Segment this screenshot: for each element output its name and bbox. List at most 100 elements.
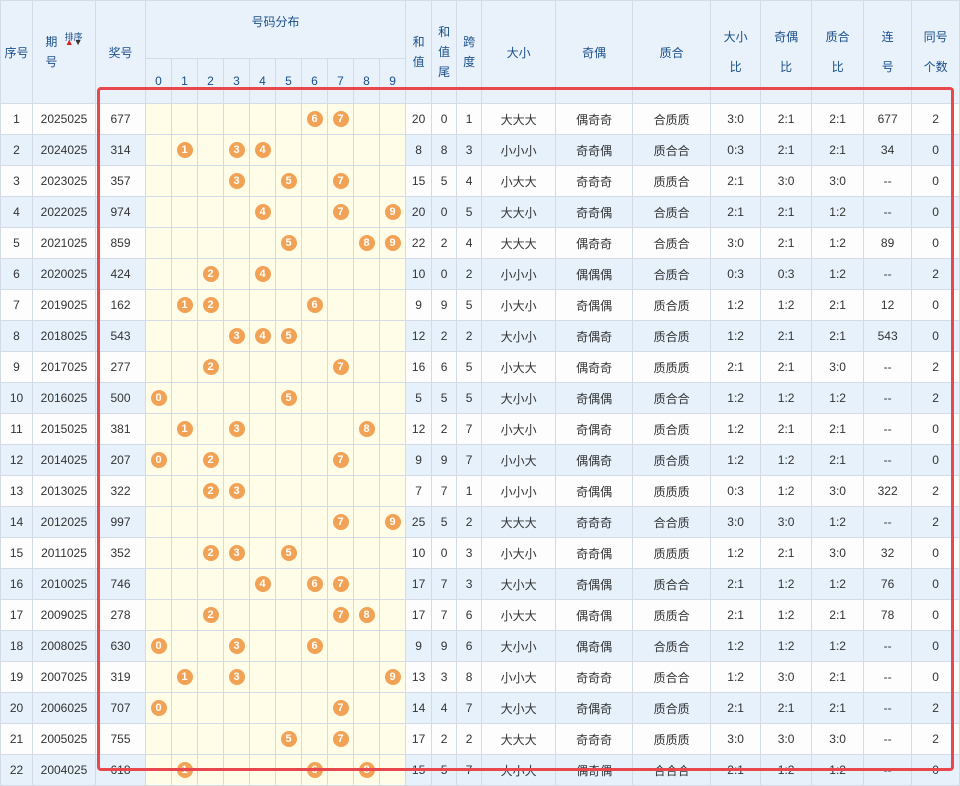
cell-size-ratio: 2:1: [710, 351, 762, 383]
col-issue-label: 期号: [45, 35, 58, 69]
cell-issue: 2019025: [32, 289, 96, 321]
col-sum-label: 和值: [412, 35, 425, 69]
cell-issue: 2025025: [32, 103, 96, 135]
dist-cell-4: [249, 103, 276, 135]
dist-cell-7: [327, 258, 354, 290]
dist-cell-9: [378, 289, 407, 321]
cell-sum-tail: 2: [431, 413, 458, 445]
col-size: 大小: [481, 0, 557, 104]
cell-consec: 543: [863, 320, 913, 352]
cell-oe-ratio: 1:2: [760, 599, 813, 631]
cell-prize: 162: [95, 289, 146, 321]
dist-cell-0: [145, 196, 172, 228]
col-issue[interactable]: 期号 排序 ▲▼: [32, 0, 96, 104]
cell-issue: 2015025: [32, 413, 96, 445]
dist-cell-1: [171, 723, 198, 755]
cell-size-ratio: 2:1: [710, 599, 762, 631]
sort-arrows-icon[interactable]: ▲▼: [64, 37, 83, 47]
cell-span: 7: [456, 413, 483, 445]
number-ball: 3: [228, 545, 245, 561]
dist-cell-0: 0: [145, 630, 172, 662]
dist-cell-9: [378, 382, 407, 414]
cell-pc-ratio: 1:2: [811, 382, 865, 414]
dist-cell-7: 7: [327, 506, 354, 538]
number-ball: 3: [228, 173, 245, 189]
cell-oddeven: 奇偶奇: [555, 692, 634, 724]
cell-sum: 12: [405, 413, 433, 445]
dist-cell-9: [378, 599, 407, 631]
cell-prize: 997: [95, 506, 146, 538]
cell-same-count: 2: [911, 475, 960, 507]
dist-cell-6: [301, 506, 328, 538]
dist-cell-3: [223, 754, 250, 786]
cell-sum: 16: [405, 351, 433, 383]
dist-cell-5: [275, 506, 302, 538]
cell-seq: 22: [0, 754, 33, 786]
cell-sum-tail: 7: [431, 599, 458, 631]
dist-cell-3: [223, 444, 250, 476]
cell-size: 小大小: [481, 537, 557, 569]
dist-cell-2: [197, 568, 224, 600]
dist-cell-6: [301, 258, 328, 290]
cell-same-count: 0: [911, 599, 960, 631]
dist-cell-3: 3: [223, 661, 250, 693]
cell-sum: 8: [405, 134, 433, 166]
dist-cell-3: [223, 258, 250, 290]
number-ball: 5: [280, 173, 297, 189]
cell-oe-ratio: 2:1: [760, 227, 813, 259]
cell-oe-ratio: 2:1: [760, 692, 813, 724]
cell-oddeven: 奇偶偶: [555, 475, 634, 507]
dist-cell-1: [171, 351, 198, 383]
number-ball: 2: [202, 483, 219, 499]
dist-cell-1: [171, 320, 198, 352]
dist-cell-8: 8: [353, 599, 380, 631]
cell-oe-ratio: 0:3: [760, 258, 813, 290]
dist-cell-0: [145, 227, 172, 259]
cell-prize: 319: [95, 661, 146, 693]
cell-sum-tail: 5: [431, 506, 458, 538]
digit-header-3: 3: [223, 58, 250, 104]
cell-sum-tail: 2: [431, 320, 458, 352]
cell-oddeven: 奇偶奇: [555, 413, 634, 445]
cell-sum: 5: [405, 382, 433, 414]
dist-cell-2: [197, 723, 224, 755]
cell-issue: 2005025: [32, 723, 96, 755]
dist-cell-8: [353, 506, 380, 538]
col-pc-ratio: 质合比: [811, 0, 865, 104]
cell-pc-ratio: 2:1: [811, 134, 865, 166]
dist-cell-7: [327, 134, 354, 166]
cell-oe-ratio: 3:0: [760, 661, 813, 693]
col-size-ratio: 大小比: [710, 0, 762, 104]
cell-prize: 357: [95, 165, 146, 197]
cell-same-count: 0: [911, 289, 960, 321]
dist-cell-8: [353, 568, 380, 600]
col-pc-ratio-label: 质合比: [825, 30, 850, 74]
number-ball: 7: [332, 173, 349, 189]
dist-cell-2: 2: [197, 475, 224, 507]
number-ball: 8: [358, 421, 375, 437]
cell-size: 大大小: [481, 196, 557, 228]
dist-cell-4: [249, 351, 276, 383]
dist-cell-8: 8: [353, 227, 380, 259]
col-same-count-label: 同号个数: [923, 30, 948, 74]
cell-sum-tail: 7: [431, 475, 458, 507]
dist-cell-9: [378, 754, 407, 786]
cell-consec: --: [863, 692, 913, 724]
dist-cell-4: [249, 413, 276, 445]
table-row: 22 2004025 618 1 6 8 15 5 7 大小大 偶奇偶 合合合 2:1 1:2 1:2 -- 0: [0, 754, 960, 786]
number-ball: 1: [176, 669, 193, 685]
cell-span: 5: [456, 382, 483, 414]
dist-cell-5: 5: [275, 723, 302, 755]
dist-cell-8: [353, 134, 380, 166]
cell-issue: 2010025: [32, 568, 96, 600]
dist-cell-6: [301, 196, 328, 228]
cell-consec: --: [863, 661, 913, 693]
cell-sum: 9: [405, 444, 433, 476]
dist-cell-2: [197, 165, 224, 197]
dist-cell-3: 3: [223, 475, 250, 507]
number-ball: 5: [280, 731, 297, 747]
sort-control[interactable]: 排序 ▲▼: [63, 32, 85, 56]
cell-size-ratio: 1:2: [710, 413, 762, 445]
dist-cell-9: [378, 134, 407, 166]
table-row: 13 2013025 322 2 3 7 7 1 小小小 奇偶偶 质质质 0:3 1:2 3:0 322 2: [0, 475, 960, 507]
